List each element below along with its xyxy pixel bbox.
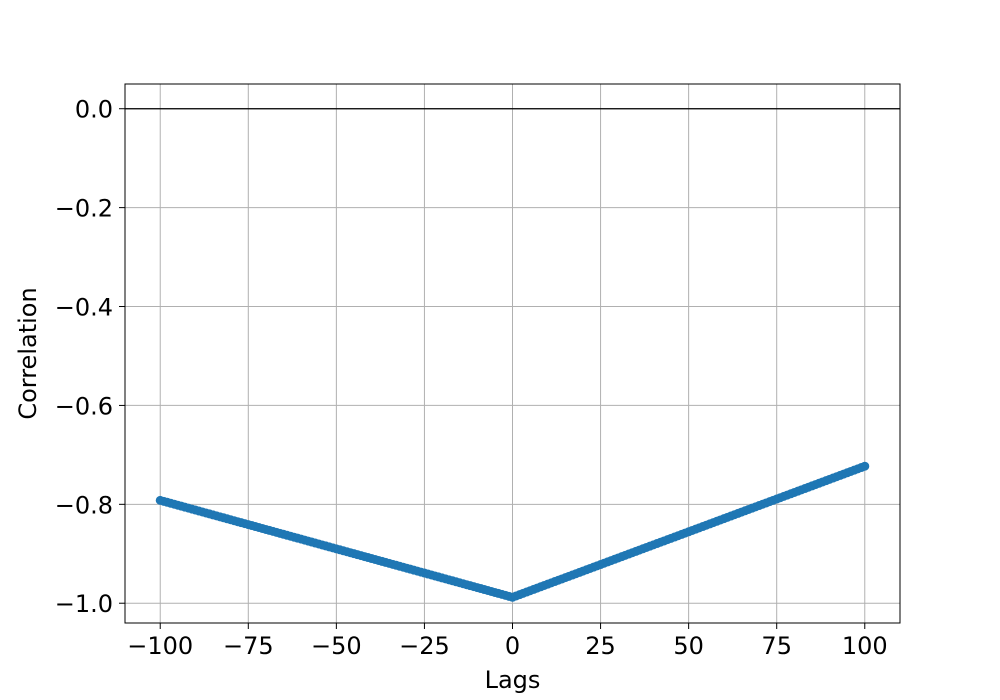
x-tick-label: 0 xyxy=(505,632,520,660)
x-tick-label: −75 xyxy=(223,632,274,660)
x-tick-label: 75 xyxy=(761,632,792,660)
y-tick-label: −1.0 xyxy=(55,590,113,618)
x-axis: −100 −75 −50 −25 0 25 50 75 100 xyxy=(127,623,888,660)
y-tick-label: −0.2 xyxy=(55,195,113,223)
data-point xyxy=(860,461,870,471)
x-tick-label: −25 xyxy=(399,632,450,660)
series-group xyxy=(155,461,870,602)
y-tick-label: 0.0 xyxy=(75,96,113,124)
y-axis: 0.0 −0.2 −0.4 −0.6 −0.8 −1.0 xyxy=(55,96,125,618)
y-tick-label: −0.6 xyxy=(55,392,113,420)
x-axis-label: Lags xyxy=(485,666,541,694)
x-tick-label: −100 xyxy=(127,632,193,660)
y-tick-label: −0.8 xyxy=(55,491,113,519)
x-tick-label: 50 xyxy=(673,632,704,660)
y-axis-label: Correlation xyxy=(14,287,42,419)
grid xyxy=(125,84,900,623)
x-tick-label: −50 xyxy=(311,632,362,660)
x-tick-label: 25 xyxy=(585,632,616,660)
y-tick-label: −0.4 xyxy=(55,294,113,322)
x-tick-label: 100 xyxy=(842,632,888,660)
